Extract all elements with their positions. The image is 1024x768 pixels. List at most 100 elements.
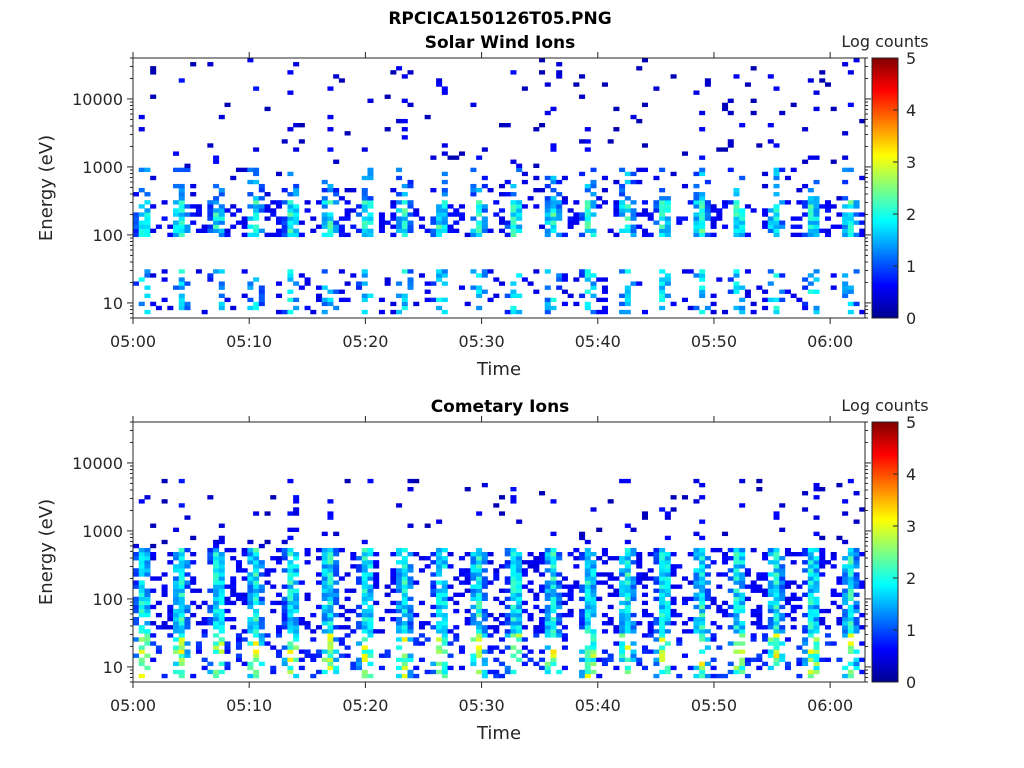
heatmap-cell — [796, 216, 803, 221]
heatmap-cell — [550, 661, 557, 667]
heatmap-cell — [527, 560, 534, 565]
heatmap-cell — [584, 200, 591, 205]
heatmap-cell — [476, 653, 483, 658]
heatmap-cell — [258, 564, 265, 569]
heatmap-cell — [733, 560, 740, 565]
heatmap-cell — [550, 600, 557, 606]
heatmap-cell — [670, 568, 677, 573]
heatmap-cell — [699, 127, 706, 132]
heatmap-cell — [293, 673, 300, 679]
heatmap-cell — [178, 576, 185, 581]
heatmap-cell — [790, 580, 797, 585]
heatmap-cell — [727, 604, 734, 610]
heatmap-cell — [790, 560, 797, 565]
heatmap-cell — [733, 617, 740, 622]
heatmap-cell — [224, 641, 231, 646]
heatmap-cell — [333, 669, 340, 675]
heatmap-cell — [624, 588, 631, 593]
heatmap-cell — [361, 629, 368, 634]
heatmap-cell — [418, 224, 425, 229]
heatmap-cell — [630, 596, 637, 602]
heatmap-cell — [762, 297, 769, 303]
heatmap-cell — [441, 188, 448, 193]
heatmap-cell — [670, 171, 677, 177]
heatmap-cell — [613, 588, 620, 593]
heatmap-cell — [436, 277, 443, 282]
heatmap-cell — [693, 596, 700, 602]
heatmap-cell — [510, 572, 517, 577]
heatmap-cell — [190, 535, 197, 541]
heatmap-cell — [699, 309, 706, 315]
heatmap-cell — [321, 301, 328, 307]
heatmap-cell — [361, 612, 368, 618]
heatmap-cell — [802, 212, 809, 217]
heatmap-cell — [184, 547, 191, 553]
heatmap-cell — [281, 584, 288, 589]
heatmap-cell — [693, 665, 700, 671]
heatmap-cell — [173, 568, 180, 573]
heatmap-cell — [504, 293, 511, 298]
heatmap-cell — [687, 200, 694, 205]
heatmap-cell — [664, 592, 671, 597]
heatmap-cell — [659, 232, 666, 238]
heatmap-cell — [550, 204, 557, 209]
heatmap-cell — [481, 556, 488, 561]
heatmap-cell — [470, 552, 477, 557]
heatmap-cell — [624, 171, 631, 177]
heatmap-cell — [659, 281, 666, 286]
heatmap-cell — [367, 604, 374, 610]
heatmap-cell — [813, 106, 820, 112]
heatmap-cell — [287, 212, 294, 217]
heatmap-cell — [384, 277, 391, 282]
heatmap-cell — [207, 273, 214, 278]
heatmap-cell — [510, 159, 517, 164]
heatmap-cell — [779, 503, 786, 508]
heatmap-cell — [241, 552, 248, 557]
heatmap-cell — [504, 669, 511, 675]
heatmap-cell — [436, 204, 443, 209]
heatmap-cell — [539, 665, 546, 671]
heatmap-cell — [762, 625, 769, 630]
heatmap-cell — [213, 608, 220, 614]
heatmap-cell — [790, 592, 797, 597]
heatmap-cell — [447, 212, 454, 217]
heatmap-cell — [796, 604, 803, 610]
heatmap-cell — [304, 281, 311, 286]
heatmap-cell — [401, 135, 408, 140]
heatmap-cell — [756, 576, 763, 581]
heatmap-cell — [830, 106, 837, 112]
heatmap-cell — [213, 669, 220, 675]
heatmap-cell — [716, 584, 723, 589]
heatmap-cell — [350, 661, 357, 667]
heatmap-cell — [590, 669, 597, 675]
heatmap-cell — [247, 584, 254, 589]
heatmap-cell — [373, 560, 380, 565]
heatmap-cell — [807, 649, 814, 654]
heatmap-cell — [396, 118, 403, 124]
heatmap-cell — [504, 621, 511, 626]
heatmap-cell — [413, 641, 420, 646]
heatmap-cell — [133, 543, 140, 549]
heatmap-cell — [750, 633, 757, 638]
heatmap-cell — [178, 669, 185, 675]
y-tick-label: 10000 — [72, 454, 123, 473]
heatmap-cell — [184, 641, 191, 646]
heatmap-cell — [659, 547, 666, 553]
heatmap-cell — [779, 625, 786, 630]
heatmap-cell — [333, 612, 340, 618]
heatmap-cell — [824, 641, 831, 646]
heatmap-cell — [133, 604, 140, 610]
heatmap-cell — [361, 608, 368, 614]
heatmap-cell — [493, 503, 500, 508]
heatmap-cell — [247, 580, 254, 585]
heatmap-cell — [790, 102, 797, 108]
heatmap-cell — [178, 552, 185, 557]
heatmap-cell — [321, 621, 328, 626]
heatmap-cell — [144, 641, 151, 646]
heatmap-cell — [304, 305, 311, 311]
heatmap-cell — [704, 629, 711, 634]
heatmap-cell — [813, 531, 820, 537]
heatmap-cell — [733, 600, 740, 606]
heatmap-cell — [544, 228, 551, 233]
heatmap-cell — [178, 649, 185, 654]
